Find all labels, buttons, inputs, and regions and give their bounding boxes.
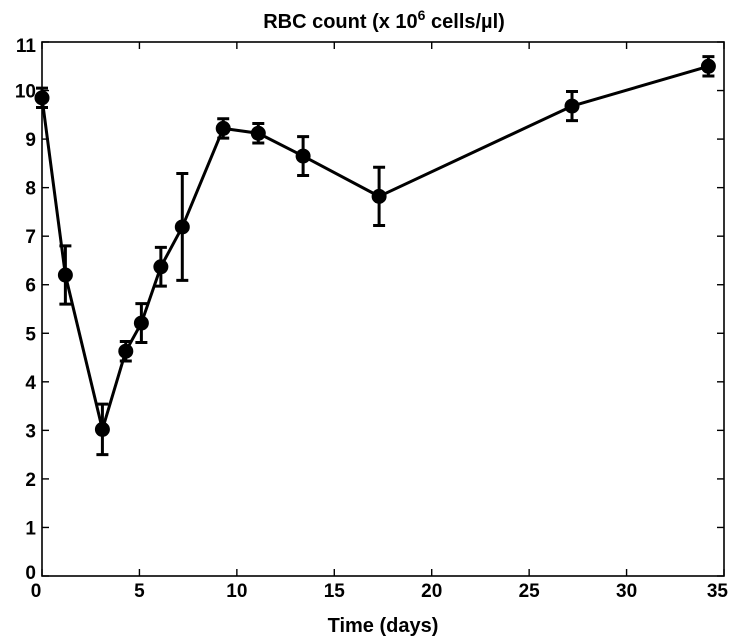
data-point bbox=[133, 315, 149, 331]
data-point bbox=[215, 120, 231, 136]
tick-labels: 0 5 10 15 20 25 30 35 0 1 2 3 4 5 6 7 8 9 10 11 bbox=[15, 36, 729, 602]
x-tick-label: 5 bbox=[134, 581, 145, 602]
x-tick-label: 0 bbox=[31, 581, 42, 602]
y-tick-label: 10 bbox=[15, 82, 36, 103]
x-tick-label: 10 bbox=[226, 581, 247, 602]
y-tick-label: 9 bbox=[25, 130, 36, 151]
data-point bbox=[57, 267, 73, 283]
y-tick-label: 2 bbox=[25, 470, 36, 491]
y-tick-label: 7 bbox=[25, 227, 36, 248]
data-point bbox=[295, 148, 311, 164]
data-points bbox=[34, 58, 716, 437]
series-line bbox=[40, 64, 709, 431]
data-point bbox=[250, 125, 266, 141]
axis-ticks bbox=[41, 41, 725, 577]
y-tick-label: 0 bbox=[25, 563, 36, 584]
data-point bbox=[700, 58, 716, 74]
y-tick-label: 6 bbox=[25, 276, 36, 297]
y-tick-label: 8 bbox=[25, 179, 36, 200]
data-point bbox=[153, 259, 169, 275]
chart-title: RBC count (x 106 cells/µl) bbox=[263, 7, 505, 33]
y-tick-label: 11 bbox=[16, 36, 37, 57]
x-tick-label: 35 bbox=[707, 581, 729, 602]
plot-area-frame bbox=[41, 41, 725, 577]
y-tick-label: 3 bbox=[25, 421, 36, 442]
data-point bbox=[94, 421, 110, 437]
data-point bbox=[371, 188, 387, 204]
x-tick-label: 30 bbox=[616, 581, 637, 602]
y-tick-label: 5 bbox=[25, 324, 36, 345]
data-point bbox=[564, 98, 580, 114]
y-tick-label: 1 bbox=[25, 518, 36, 539]
data-point bbox=[34, 90, 50, 106]
x-tick-label: 20 bbox=[421, 581, 442, 602]
error-bars bbox=[36, 55, 715, 457]
y-tick-label: 4 bbox=[25, 373, 36, 394]
data-point bbox=[174, 219, 190, 235]
x-tick-label: 25 bbox=[519, 581, 541, 602]
data-point bbox=[118, 343, 134, 359]
x-axis-label: Time (days) bbox=[328, 615, 439, 637]
x-tick-label: 15 bbox=[324, 581, 346, 602]
